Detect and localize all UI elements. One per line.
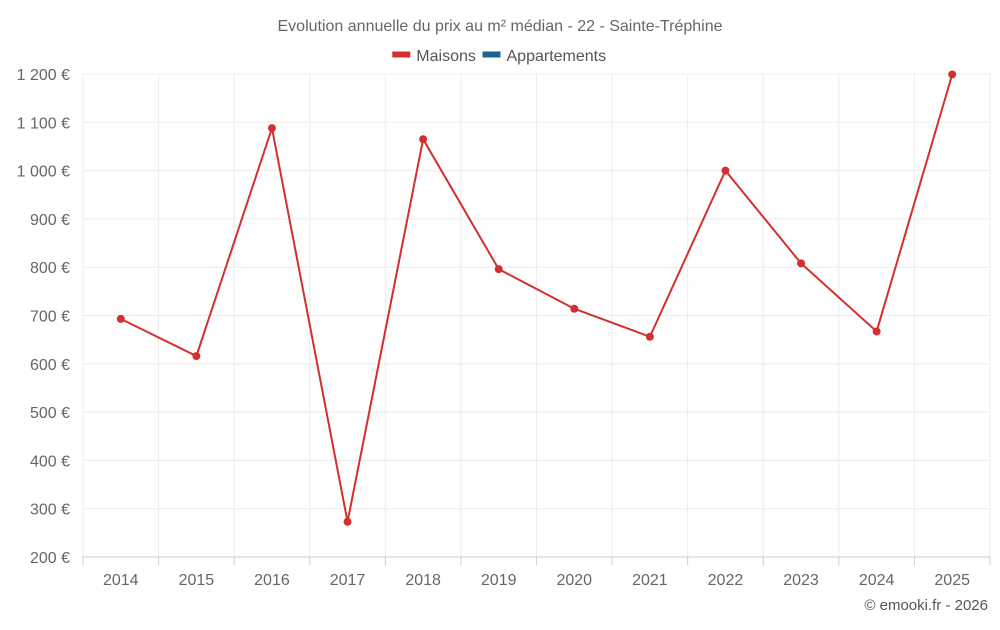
y-tick-label: 700 €: [30, 309, 70, 326]
legend: Maisons Appartements: [392, 48, 606, 65]
data-point[interactable]: [645, 332, 654, 341]
x-tick-label: 2014: [103, 572, 139, 589]
credit-text: © emooki.fr - 2026: [864, 597, 988, 614]
data-point[interactable]: [116, 314, 125, 323]
series-line-maisons: [120, 74, 954, 522]
y-tick-label: 800 €: [30, 260, 70, 277]
data-point[interactable]: [494, 265, 503, 274]
y-tick-label: 1 200 €: [17, 67, 70, 84]
x-tick-label: 2019: [481, 572, 517, 589]
legend-label: Appartements: [507, 48, 607, 65]
data-point[interactable]: [343, 517, 352, 526]
series-layer: [116, 70, 957, 526]
data-point[interactable]: [948, 70, 957, 79]
grid: [82, 73, 991, 558]
data-point[interactable]: [721, 166, 730, 175]
data-point[interactable]: [570, 304, 579, 313]
x-tick-label: 2018: [405, 572, 441, 589]
data-point[interactable]: [192, 352, 201, 361]
x-tick-label: 2020: [556, 572, 592, 589]
y-tick-label: 500 €: [30, 405, 70, 422]
chart-title: Evolution annuelle du prix au m² médian …: [278, 18, 723, 35]
y-tick-label: 900 €: [30, 212, 70, 229]
x-tick-label: 2025: [934, 572, 970, 589]
data-point[interactable]: [797, 259, 806, 268]
data-point[interactable]: [872, 327, 881, 336]
data-point[interactable]: [419, 135, 428, 144]
y-tick-label: 600 €: [30, 357, 70, 374]
y-tick-label: 300 €: [30, 502, 70, 519]
y-tick-label: 400 €: [30, 453, 70, 470]
series-maisons: [116, 70, 957, 526]
legend-swatch: [392, 51, 411, 58]
x-tick-label: 2015: [179, 572, 215, 589]
data-point[interactable]: [267, 124, 276, 133]
legend-label: Maisons: [416, 48, 476, 65]
x-tick-label: 2024: [859, 572, 895, 589]
x-tick-label: 2021: [632, 572, 668, 589]
legend-swatch: [482, 51, 501, 58]
x-tick-label: 2022: [708, 572, 744, 589]
x-tick-label: 2017: [330, 572, 366, 589]
legend-item-maisons[interactable]: Maisons: [392, 48, 476, 65]
x-tick-label: 2016: [254, 572, 290, 589]
y-tick-label: 1 100 €: [17, 115, 70, 132]
axes: 200 € 300 € 400 € 500 € 600 € 700 € 800 € 900 €…: [17, 67, 991, 589]
x-tick-label: 2023: [783, 572, 819, 589]
y-tick-label: 1 000 €: [17, 164, 70, 181]
y-tick-label: 200 €: [30, 550, 70, 567]
legend-item-appartements[interactable]: Appartements: [482, 48, 607, 65]
